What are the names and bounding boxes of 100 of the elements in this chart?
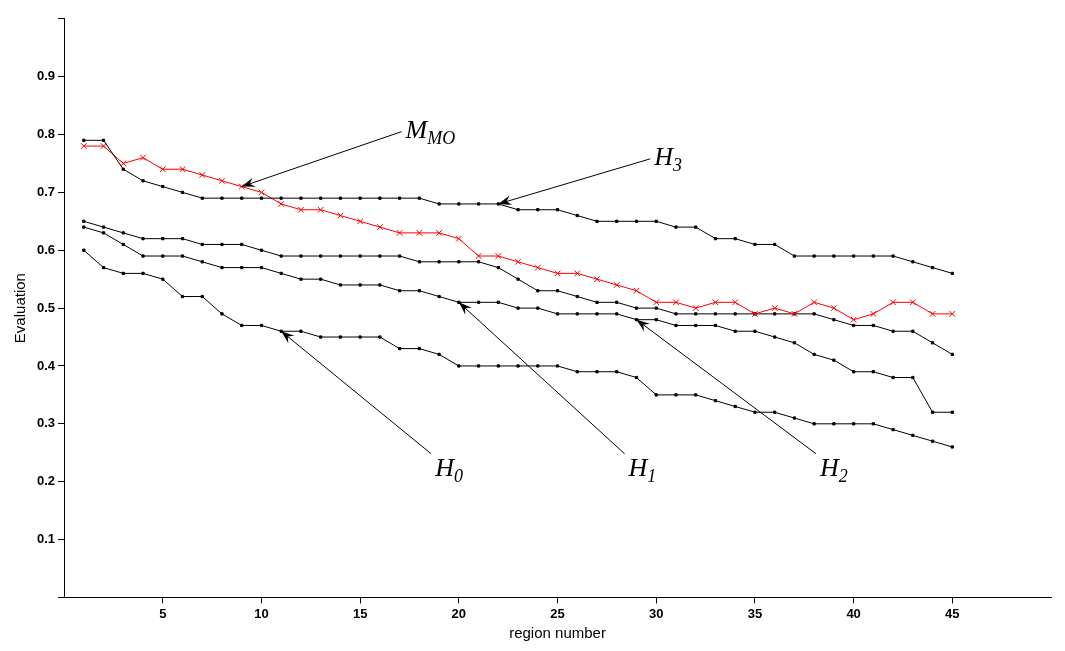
point (930, 265, 935, 270)
point (573, 270, 581, 277)
point (832, 318, 836, 322)
y-tick-label: 0.1 (36, 531, 56, 547)
point (575, 370, 579, 374)
point (634, 219, 639, 223)
point (810, 298, 818, 306)
point (870, 310, 877, 318)
x-tick-label: 25 (550, 605, 565, 621)
point (713, 237, 718, 241)
point (121, 167, 125, 171)
point (297, 206, 305, 214)
point (891, 427, 895, 432)
point (615, 312, 619, 316)
point (832, 358, 836, 362)
point (100, 142, 107, 150)
point (319, 196, 323, 200)
point (851, 254, 856, 258)
point (494, 252, 502, 260)
point (851, 323, 856, 328)
y-axis-title: Evaluation (11, 273, 29, 344)
point (82, 219, 86, 223)
point (496, 202, 500, 206)
point (299, 196, 303, 200)
point (891, 375, 895, 380)
y-tick-label: 0.5 (36, 299, 56, 315)
x-tick-label: 35 (747, 605, 763, 621)
point (416, 229, 423, 237)
point (220, 196, 224, 200)
point (771, 304, 778, 312)
point (338, 196, 343, 200)
point (536, 289, 540, 293)
point (141, 271, 145, 276)
point (832, 254, 836, 258)
point (555, 312, 560, 316)
x-tick-label: 30 (648, 605, 664, 621)
point (101, 138, 106, 142)
point (713, 312, 718, 316)
point (792, 341, 797, 345)
point (259, 248, 264, 252)
point (634, 375, 639, 380)
point (398, 346, 402, 351)
point (80, 142, 88, 150)
point (654, 393, 658, 397)
point (930, 439, 935, 443)
point (871, 254, 875, 258)
point (279, 271, 283, 276)
point (536, 306, 540, 310)
point (613, 281, 621, 289)
point (674, 225, 678, 229)
point (358, 254, 362, 258)
point (259, 196, 264, 200)
point (240, 323, 244, 328)
point (694, 393, 698, 397)
point (851, 422, 856, 426)
point (259, 265, 264, 270)
point (753, 242, 757, 247)
point (476, 260, 481, 264)
point (356, 217, 364, 225)
point (555, 289, 560, 293)
point (516, 208, 520, 212)
point (871, 422, 875, 426)
y-tick-label: 0.9 (36, 68, 56, 84)
point (141, 179, 145, 183)
point (929, 310, 936, 318)
point (713, 323, 718, 328)
point (180, 237, 185, 241)
point (121, 231, 125, 235)
point (238, 183, 246, 190)
point (240, 265, 244, 270)
point (378, 283, 382, 287)
point (672, 298, 680, 306)
point (891, 329, 895, 333)
point (516, 364, 520, 368)
point (417, 196, 421, 200)
point (812, 352, 816, 357)
point (240, 242, 244, 247)
point (731, 298, 739, 306)
point (496, 364, 500, 368)
point (733, 404, 737, 409)
point (220, 265, 224, 270)
point (595, 300, 599, 304)
point (319, 254, 323, 258)
point (417, 346, 421, 351)
point (911, 375, 915, 380)
point (871, 323, 875, 328)
point (180, 190, 185, 195)
point (457, 260, 461, 264)
point (575, 312, 579, 316)
point (792, 254, 797, 258)
point (82, 225, 86, 229)
point (615, 219, 619, 223)
point (398, 196, 402, 200)
point (851, 370, 856, 374)
y-tick-label: 0.2 (36, 473, 56, 489)
point (792, 416, 797, 420)
point (417, 289, 421, 293)
point (437, 294, 441, 299)
point (514, 258, 522, 266)
point (337, 212, 344, 219)
